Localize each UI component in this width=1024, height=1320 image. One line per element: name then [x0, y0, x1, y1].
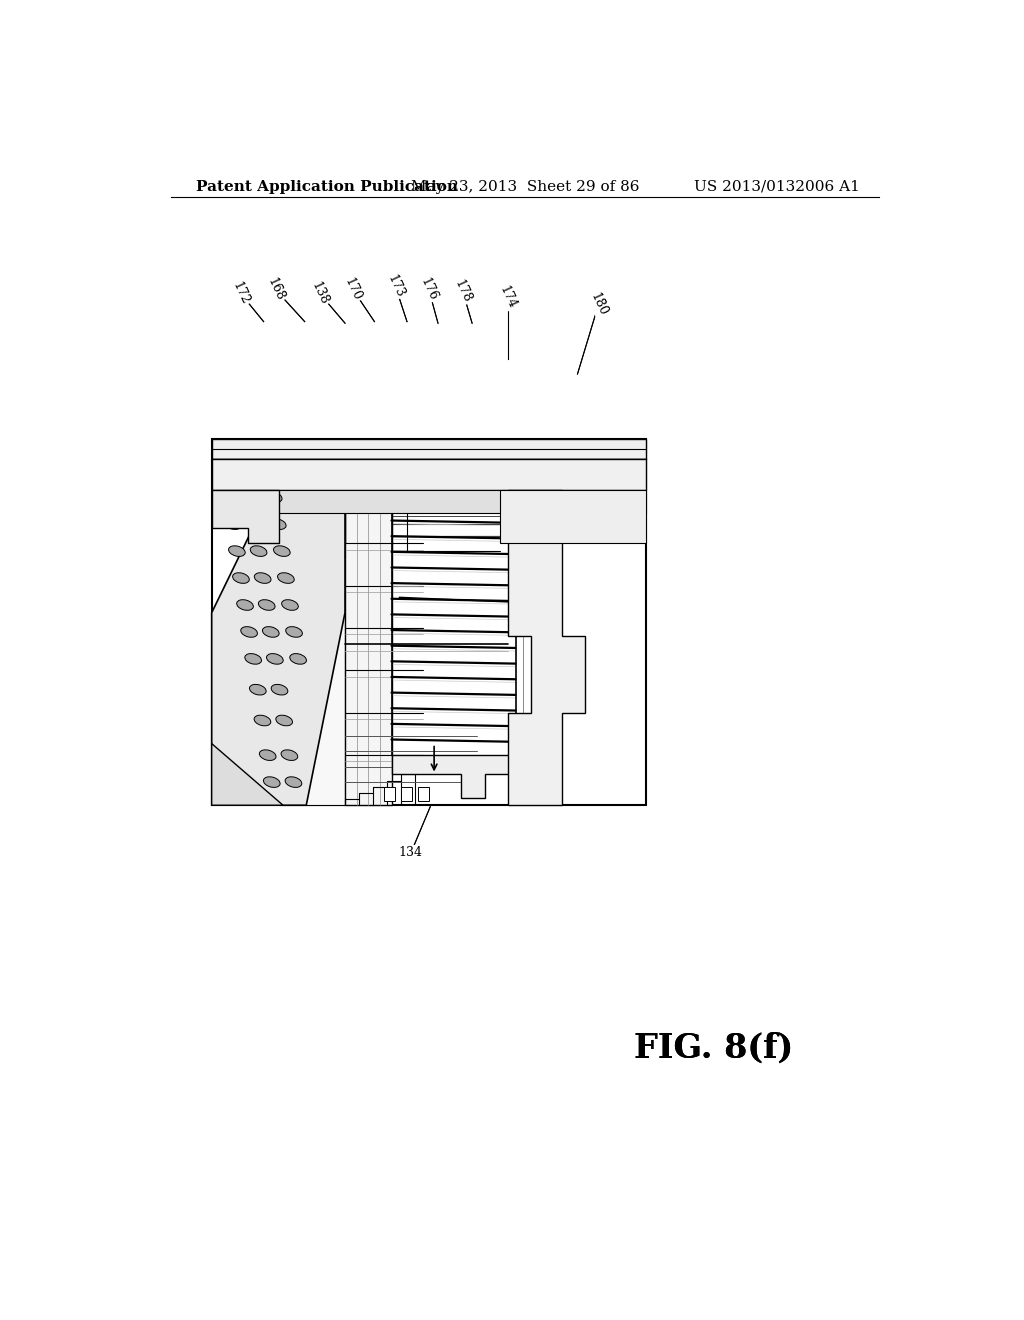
Polygon shape: [212, 490, 280, 544]
Text: 138: 138: [308, 280, 331, 306]
Text: 174: 174: [497, 284, 519, 310]
Text: 134: 134: [399, 846, 423, 859]
Bar: [400, 788, 413, 801]
Polygon shape: [212, 743, 283, 805]
Ellipse shape: [245, 653, 261, 664]
Bar: [384, 788, 395, 801]
Bar: [212, 440, 646, 459]
Text: 178: 178: [452, 279, 474, 305]
Polygon shape: [508, 490, 586, 805]
Ellipse shape: [237, 599, 253, 610]
Text: 180: 180: [588, 292, 609, 318]
Ellipse shape: [266, 653, 284, 664]
Ellipse shape: [275, 715, 293, 726]
Polygon shape: [212, 459, 646, 490]
Ellipse shape: [259, 750, 276, 760]
Polygon shape: [212, 474, 345, 805]
Text: FIG. 8(f): FIG. 8(f): [634, 1031, 793, 1064]
Text: 168: 168: [264, 276, 287, 302]
Text: 170: 170: [342, 276, 364, 302]
Text: 173: 173: [384, 273, 407, 300]
Ellipse shape: [254, 573, 271, 583]
Text: May 23, 2013  Sheet 29 of 86: May 23, 2013 Sheet 29 of 86: [411, 180, 639, 194]
Ellipse shape: [241, 627, 257, 638]
Ellipse shape: [250, 684, 266, 696]
Ellipse shape: [269, 519, 286, 529]
Ellipse shape: [258, 599, 275, 610]
Text: 134: 134: [399, 846, 423, 859]
Ellipse shape: [278, 573, 294, 583]
Text: FIG. 8(f): FIG. 8(f): [634, 1031, 793, 1064]
Polygon shape: [280, 474, 345, 805]
Text: 178: 178: [452, 279, 474, 305]
Text: 176: 176: [418, 276, 439, 302]
Ellipse shape: [250, 545, 267, 557]
Polygon shape: [391, 755, 515, 797]
Bar: [418, 788, 429, 801]
Polygon shape: [212, 490, 646, 512]
Text: 172: 172: [229, 280, 251, 306]
Ellipse shape: [285, 776, 302, 788]
Ellipse shape: [265, 492, 282, 503]
Ellipse shape: [286, 627, 302, 638]
Ellipse shape: [273, 545, 290, 557]
Ellipse shape: [220, 492, 238, 503]
Text: US 2013/0132006 A1: US 2013/0132006 A1: [693, 180, 859, 194]
Text: 173: 173: [384, 273, 407, 300]
Ellipse shape: [271, 684, 288, 696]
Text: 170: 170: [342, 276, 364, 302]
Ellipse shape: [262, 627, 280, 638]
Bar: [212, 440, 646, 805]
Ellipse shape: [242, 492, 259, 503]
Text: Patent Application Publication: Patent Application Publication: [197, 180, 458, 194]
Polygon shape: [500, 490, 646, 544]
Ellipse shape: [281, 750, 298, 760]
Ellipse shape: [282, 599, 298, 610]
Ellipse shape: [224, 519, 242, 529]
Ellipse shape: [232, 573, 249, 583]
Text: 174: 174: [497, 284, 519, 310]
Bar: [345, 474, 391, 805]
Ellipse shape: [228, 545, 245, 557]
Ellipse shape: [246, 519, 263, 529]
Text: 176: 176: [418, 276, 439, 302]
Text: 172: 172: [229, 280, 251, 306]
Text: 168: 168: [264, 276, 287, 302]
Ellipse shape: [290, 653, 306, 664]
Text: 180: 180: [588, 292, 609, 318]
Ellipse shape: [254, 715, 270, 726]
Text: 138: 138: [308, 280, 331, 306]
Ellipse shape: [263, 776, 281, 788]
